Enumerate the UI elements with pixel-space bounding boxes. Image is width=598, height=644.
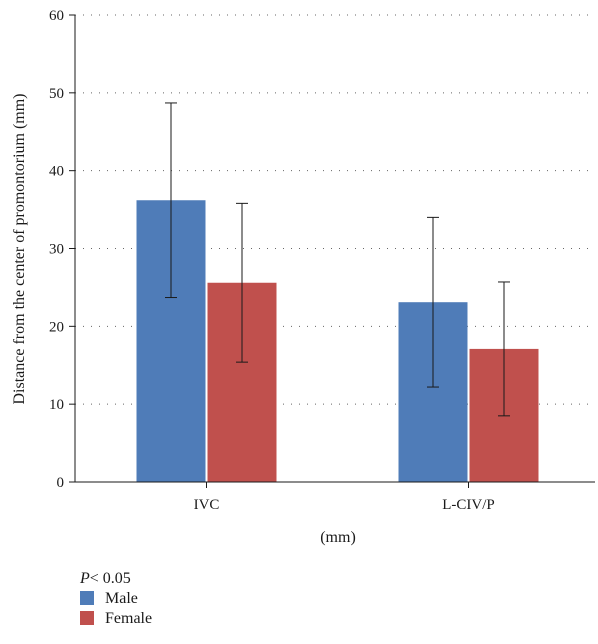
legend-swatch-male [80, 591, 94, 605]
error-bars [165, 102, 510, 417]
x-tick-labels: IVC L-CIV/P [194, 482, 495, 513]
x-axis-label: (mm) [320, 529, 356, 546]
p-threshold: < 0.05 [89, 569, 131, 587]
legend-label-male: Male [105, 589, 138, 607]
p-symbol: P [80, 569, 90, 587]
bars [136, 200, 539, 482]
y-axis-label: Distance from the center of promontorium… [11, 93, 28, 404]
p-value-note: P < 0.05 [80, 568, 152, 588]
y-tick-label: 50 [49, 86, 64, 102]
y-tick-label: 40 [49, 164, 64, 180]
x-tick-label: IVC [194, 497, 220, 513]
legend: P < 0.05 Male Female [80, 568, 152, 628]
y-tick-label: 0 [57, 475, 65, 491]
y-tick-label: 30 [49, 242, 64, 258]
y-tick-label: 10 [49, 397, 64, 413]
legend-item-male: Male [80, 588, 152, 608]
y-tick-label: 60 [49, 8, 64, 24]
legend-swatch-female [80, 611, 94, 625]
legend-label-female: Female [105, 609, 153, 627]
x-tick-label: L-CIV/P [442, 497, 495, 513]
y-tick-label: 20 [49, 319, 64, 335]
bar-chart: 0 10 20 30 40 50 60 IVC L-CIV/P (mm) Distance f… [11, 8, 595, 546]
legend-item-female: Female [80, 608, 152, 628]
y-tick-labels: 0 10 20 30 40 50 60 [49, 8, 75, 491]
